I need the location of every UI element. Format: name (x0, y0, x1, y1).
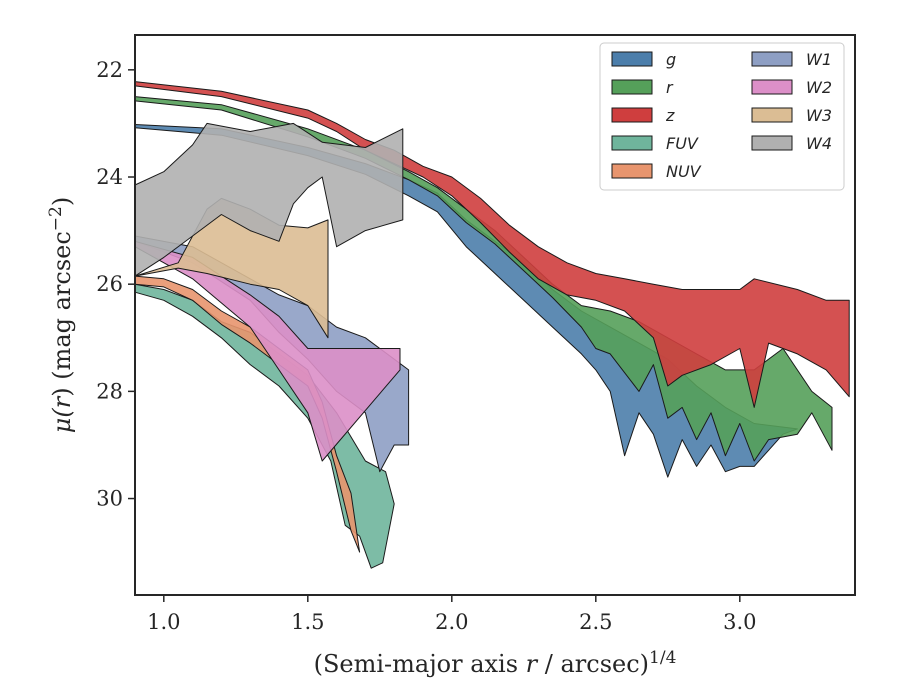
legend-swatch-nuv (611, 163, 653, 179)
y-axis: 22 24 26 28 30 (96, 58, 135, 511)
legend-swatch-w2 (751, 79, 793, 95)
y-tick-label: 24 (96, 165, 123, 189)
legend-label-w3: W3 (806, 106, 832, 125)
y-tick-label: 26 (96, 272, 123, 296)
x-tick-label: 1.5 (291, 610, 324, 634)
y-axis-title: μ(r) (mag arcsec−2) (46, 197, 76, 434)
legend-swatch-g (611, 51, 653, 67)
legend-swatch-fuv (611, 135, 653, 151)
legend-label-nuv: NUV (666, 162, 702, 181)
band-w2 (134, 240, 401, 462)
legend-label-g: g (666, 50, 676, 69)
band-z (134, 81, 850, 408)
legend-swatch-w1 (751, 51, 793, 67)
legend-swatch-w3 (751, 107, 793, 123)
plot-frame (134, 34, 856, 596)
x-tick-label: 3.0 (723, 610, 756, 634)
band-nuv (134, 275, 361, 553)
x-tick-label: 1.0 (147, 610, 180, 634)
legend-swatch-z (611, 107, 653, 123)
x-axis-title: (Semi-major axis r / arcsec)1/4 (314, 648, 677, 678)
legend-label-r: r (666, 78, 674, 97)
legend-label-fuv: FUV (666, 134, 699, 153)
legend-swatch-w4 (751, 135, 793, 151)
series-layer (134, 81, 850, 569)
legend-label-z: z (665, 106, 675, 125)
y-tick-label: 30 (96, 487, 123, 511)
band-w4 (134, 122, 404, 277)
legend-swatch-r (611, 79, 653, 95)
legend-label-w4: W4 (806, 134, 832, 153)
legend-label-w1: W1 (806, 50, 832, 69)
y-tick-label: 22 (96, 58, 123, 82)
legend: grz FUV NUV W1 W2 W3 W4 (599, 42, 845, 191)
legend-label-w2: W2 (806, 78, 832, 97)
y-tick-label: 28 (96, 379, 123, 403)
x-axis: 1.0 1.5 2.0 2.5 3.0 (147, 595, 757, 634)
x-tick-label: 2.0 (435, 610, 468, 634)
x-tick-label: 2.5 (579, 610, 612, 634)
